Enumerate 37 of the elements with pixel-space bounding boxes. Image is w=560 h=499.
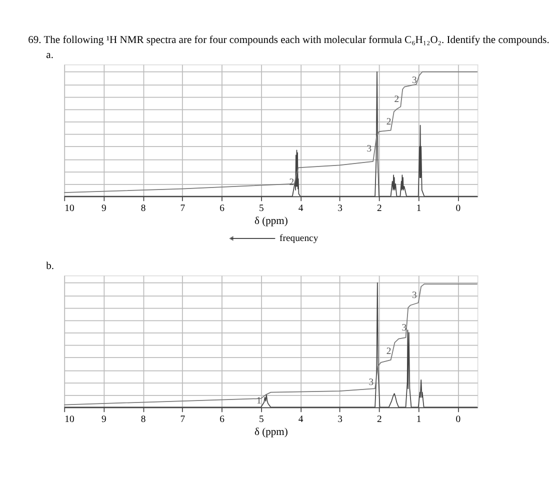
x-tick-label: 2 <box>377 414 382 425</box>
annotation: 3 <box>412 75 417 86</box>
annotation: 2 <box>386 346 392 357</box>
x-tick-label: 1 <box>416 202 422 214</box>
x-tick-label: 8 <box>140 202 146 214</box>
annotation: 3 <box>402 322 407 334</box>
x-axis-title: δ (ppm) <box>254 426 288 438</box>
x-tick-label: 0 <box>456 202 461 214</box>
chart-title: 69. The following ¹H NMR spectra are for four compounds each with molecular formula C₆H₁₂O₂. Identify the compounds. <box>28 34 550 46</box>
chart-subtitle: b. <box>46 261 54 272</box>
x-tick-label: 8 <box>140 414 146 425</box>
x-tick-label: 4 <box>298 414 304 425</box>
x-tick-label: 0 <box>456 414 461 425</box>
x-tick-label: 3 <box>338 202 343 214</box>
annotation: 1 <box>256 396 262 407</box>
x-tick-label: 9 <box>102 202 107 214</box>
annotation: 2 <box>386 116 392 128</box>
x-tick-label: 6 <box>220 414 225 425</box>
x-tick-label: 7 <box>180 414 186 425</box>
x-tick-label: 10 <box>64 202 74 214</box>
x-tick-label: 9 <box>102 414 107 425</box>
x-tick-label: 3 <box>338 414 343 425</box>
chart-subtitle: a. <box>46 50 54 62</box>
annotation: 3 <box>412 290 417 301</box>
x-tick-label: 5 <box>258 202 264 214</box>
annotation: 2 <box>394 94 400 105</box>
annotation: 3 <box>366 144 372 155</box>
x-axis-title: δ (ppm) <box>254 216 288 227</box>
x-tick-label: 6 <box>220 202 225 214</box>
x-tick-label: 1 <box>416 414 422 425</box>
x-tick-label: 5 <box>258 414 264 425</box>
x-tick-label: 10 <box>64 414 74 425</box>
x-tick-label: 2 <box>377 202 382 214</box>
annotation: 3 <box>368 377 374 388</box>
x-tick-label: 7 <box>180 202 186 214</box>
text: frequency <box>280 233 318 244</box>
x-tick-label: 4 <box>298 202 304 214</box>
